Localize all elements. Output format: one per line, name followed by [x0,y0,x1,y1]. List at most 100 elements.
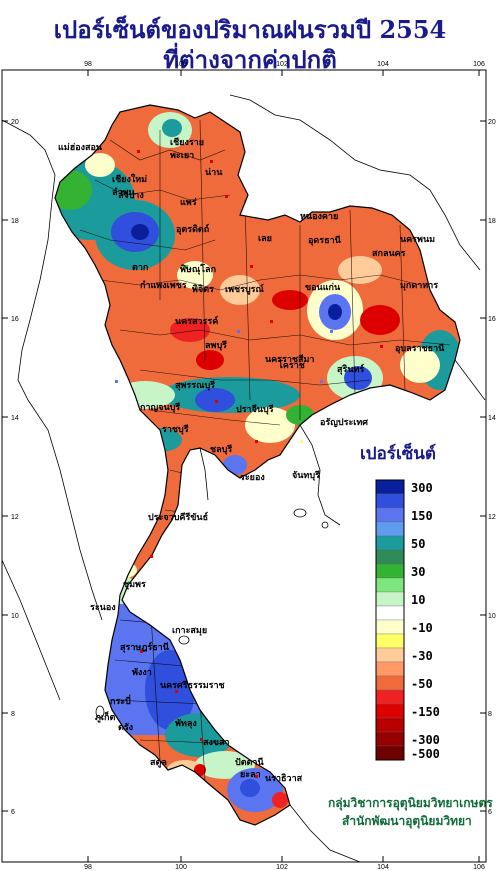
legend-label: -10 [411,621,433,635]
axis-ticks [2,70,486,862]
place-label: โคราช [277,359,305,371]
place-label: ประจวบคีรีขันธ์ [148,511,208,523]
lon-tick-label: 102 [276,61,288,68]
place-label: สุราษฎร์ธานี [120,641,170,653]
legend-swatch [375,605,405,621]
legend-swatch [375,633,405,649]
lon-tick-label: 106 [473,864,485,871]
place-label: ยะลา [240,770,261,780]
lat-tick-label: 10 [11,613,19,620]
place-label: เพชรบูรณ์ [225,283,264,295]
legend-color-bar [375,479,405,761]
place-label: ลำปาง [118,190,144,201]
legend-swatch [375,479,405,495]
place-label: สุรินทร์ [337,363,364,375]
legend-label: 300 [411,481,433,495]
legend-label: -30 [411,649,433,663]
legend-label: 50 [411,537,426,551]
lat-tick-label: 16 [488,316,496,323]
station-markers [112,150,383,778]
legend-swatch [375,675,405,691]
lat-tick-label: 12 [11,514,19,521]
place-label: เชียงราย [170,137,204,148]
legend-label: 10 [411,593,426,607]
lon-tick-label: 98 [84,864,92,871]
place-label: กาญจนบุรี [140,402,180,413]
legend-swatch [375,563,405,579]
credit-line-2: สำนักพัฒนาอุตุนิยมวิทยา [342,814,472,828]
place-label: นครพนม [400,235,435,245]
legend-swatch [375,731,405,747]
legend-swatch [375,591,405,607]
lon-tick-label: 104 [377,61,389,68]
lon-tick-label: 100 [175,864,187,871]
place-label: หนองคาย [300,212,338,222]
lat-tick-label: 16 [11,316,19,323]
legend-frame [375,479,405,761]
lon-tick-label: 106 [473,61,485,68]
place-label: นครสวรรค์ [175,315,218,327]
place-label: ราชบุรี [162,424,189,435]
legend-swatch [375,507,405,523]
legend-swatch [375,535,405,551]
place-label: ลำพูน [112,187,136,198]
lat-tick-label: 20 [488,119,496,126]
legend-swatch [375,549,405,565]
legend-label: -300 [411,733,440,747]
legend-swatch [375,717,405,733]
legend-swatch [375,661,405,677]
legend-swatch [375,703,405,719]
place-label: พิษณุโลก [180,263,216,275]
place-label: แม่ฮ่องสอน [58,142,103,153]
lon-tick-label: 104 [377,864,389,871]
place-label: อุบลราชธานี [395,343,445,354]
lat-tick-label: 18 [11,218,19,225]
lat-tick-label: 14 [488,415,496,422]
neighbour-borders [2,94,486,862]
lat-tick-label: 8 [488,711,492,718]
place-label: อุดรธานี [308,235,342,246]
place-label: ระยอง [240,473,265,483]
place-label: นราธิวาส [265,773,303,784]
lat-tick-label: 12 [488,514,496,521]
legend-label: 150 [411,509,433,523]
legend-swatch [375,689,405,705]
lat-tick-label: 20 [11,119,19,126]
lat-tick-label: 6 [488,809,492,816]
legend-title: เปอร์เซ็นต์ [360,444,436,464]
place-label: อรัญประเทศ [320,417,368,428]
place-label: ชุมพร [123,580,146,590]
place-label: ระนอง [90,603,116,613]
place-label: อุตรดิตถ์ [176,223,209,235]
place-label: ปราจีนบุรี [236,404,274,415]
legend-swatch [375,577,405,593]
place-label: สกลนคร [372,249,406,259]
place-label: เกาะสมุย [172,626,207,636]
place-label: สตูล [150,758,167,768]
place-label: สุพรรณบุรี [175,380,215,391]
lon-tick-label: 100 [175,61,187,68]
place-label: แพร่ [180,197,197,208]
lat-tick-label: 10 [488,613,496,620]
lon-tick-label: 98 [84,61,92,68]
place-label: ตรัง [118,722,133,733]
place-label: เลย [258,234,272,244]
lon-tick-label: 102 [276,864,288,871]
place-label: พะเยา [170,151,194,161]
lat-tick-label: 8 [11,711,15,718]
legend-label: -150 [411,705,440,719]
credit-line-1: กลุ่มวิชาการอุตุนิยมวิทยาเกษตร [328,796,493,810]
place-label: ชลบุรี [210,444,232,455]
place-label: ปัตตานี [235,757,264,768]
lat-tick-label: 14 [11,415,19,422]
legend-label: -500 [411,747,440,761]
legend-label: -50 [411,677,433,691]
place-label: ขอนแก่น [305,282,341,293]
islands [95,508,329,719]
place-label: จันทบุรี [292,470,320,481]
place-label: กำแพงเพชร [140,280,187,291]
map-title: เปอร์เซ็นต์ของปริมาณฝนรวมปี 2554 [53,15,447,44]
